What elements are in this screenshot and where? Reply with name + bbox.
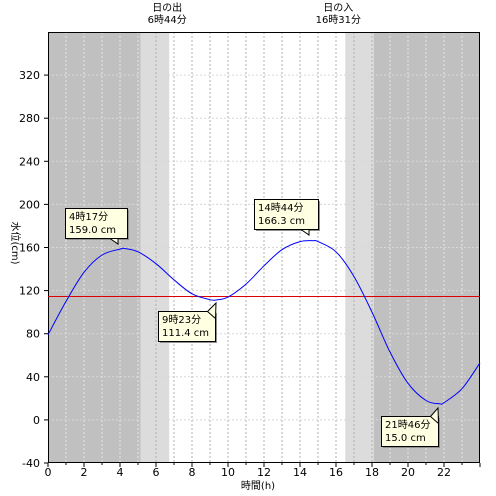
x-tick-label: 2 (81, 466, 88, 479)
extremum-callout: 14時44分 166.3 cm (254, 199, 320, 236)
y-tick-label: 120 (19, 285, 40, 298)
callout-pointer (429, 406, 440, 425)
sunset-time: 16時31分 (316, 14, 361, 26)
y-tick-label: 240 (19, 155, 40, 168)
x-tick-label: 8 (189, 466, 196, 479)
x-tick-label: 22 (437, 466, 451, 479)
sunrise-label: 日の出 (152, 1, 182, 14)
y-tick-label: 280 (19, 112, 40, 125)
sunset-label: 日の入 (323, 3, 353, 14)
callout-time: 14時44分 (258, 202, 303, 214)
y-tick-label: 40 (26, 371, 40, 384)
y-tick-label: 0 (33, 414, 40, 427)
x-tick-label: 4 (117, 466, 124, 479)
extremum-callout: 4時17分 159.0 cm (65, 208, 129, 245)
callout-value: 15.0 cm (385, 433, 426, 444)
x-tick-label: 12 (257, 466, 271, 479)
x-tick-label: 6 (153, 466, 160, 479)
y-tick-label: 320 (19, 69, 40, 82)
y-axis: -40 0 40 80 120 160 200 240 280 320 (19, 69, 48, 470)
x-tick-label: 0 (45, 466, 52, 479)
callout-pointer (206, 301, 217, 320)
series-line (47, 239, 481, 405)
x-tick-label: 10 (221, 466, 235, 479)
callout-time: 9時23分 (162, 314, 201, 326)
callout-time: 4時17分 (69, 211, 108, 223)
plot-border (48, 32, 480, 463)
x-tick-label: 18 (365, 466, 379, 479)
y-tick-label: 160 (19, 242, 40, 255)
sunrise-time: 6時44分 (148, 14, 187, 26)
y-tick-label: -40 (22, 457, 40, 470)
callout-box (65, 208, 128, 239)
y-axis-title: 水位(cm) (9, 221, 22, 264)
x-axis-title: 時間(h) (241, 480, 275, 492)
callout-box (254, 199, 319, 230)
extremum-callout: 9時23分 111.4 cm (158, 301, 217, 343)
y-tick-label: 200 (19, 198, 40, 211)
callout-time: 21時46分 (385, 419, 430, 431)
x-axis: 0 2 4 6 8 10 12 14 16 18 20 22 (45, 463, 481, 479)
extrema-callouts: 4時17分 159.0 cm 9時23分 111.4 cm 14時44分 166.3 cm… (65, 199, 440, 448)
callout-box (158, 311, 216, 342)
callout-value: 166.3 cm (258, 216, 305, 227)
y-tick-label: 80 (26, 328, 40, 341)
x-tick-label: 16 (329, 466, 343, 479)
callout-value: 159.0 cm (69, 225, 116, 236)
x-tick-label: 14 (293, 466, 307, 479)
extremum-callout: 21時46分 15.0 cm (381, 406, 440, 448)
grid (48, 32, 480, 463)
callout-box (381, 416, 439, 447)
night-band-evening (373, 32, 480, 463)
callout-pointer (299, 229, 310, 236)
callout-value: 111.4 cm (162, 328, 209, 339)
x-tick-label: 20 (401, 466, 415, 479)
callout-pointer (108, 238, 119, 245)
